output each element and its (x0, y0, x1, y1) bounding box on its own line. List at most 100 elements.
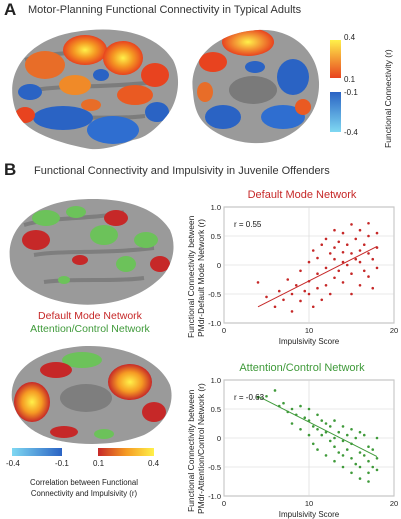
data-point (350, 471, 353, 475)
data-point (375, 231, 379, 235)
data-point (350, 252, 353, 255)
data-point (333, 246, 336, 249)
data-point (299, 299, 302, 303)
chart-dmn: 1.00.50-0.5-1.00 10 20r = 0.55Impulsivity … (208, 203, 398, 346)
data-point (341, 250, 345, 254)
data-point (286, 410, 290, 414)
data-point (341, 231, 345, 235)
y-tick-label: 0.5 (211, 405, 221, 414)
data-point (328, 252, 332, 255)
data-point (307, 279, 311, 283)
data-point (311, 305, 315, 309)
data-point (316, 448, 319, 451)
data-point (350, 223, 353, 226)
data-point (256, 281, 260, 284)
data-point (337, 240, 341, 244)
data-point (290, 407, 294, 411)
data-point (320, 419, 324, 422)
data-point (367, 221, 370, 225)
data-point (311, 442, 315, 446)
data-point (277, 404, 281, 408)
data-point (324, 237, 328, 241)
data-point (367, 252, 370, 255)
data-point (350, 442, 353, 446)
data-point (286, 278, 290, 281)
data-point (362, 243, 366, 246)
chart-acn-ylabel-line2: PMdr-Attention/Control Network (r) (196, 383, 206, 514)
data-point (320, 243, 324, 246)
data-point (375, 436, 379, 440)
data-point (375, 246, 379, 249)
colorbar-a-tick-neg0.1: -0.1 (344, 88, 358, 97)
data-point (354, 237, 358, 241)
chart-acn-ylabel-line1: Functional Connectivity between (186, 389, 196, 512)
x-tick-label: 20 (390, 326, 398, 335)
data-point (333, 436, 336, 440)
data-point (367, 445, 370, 448)
colorbar-b-tick-0.1: 0.1 (93, 459, 105, 468)
colorbar-b-tick-neg0.4: -0.4 (6, 459, 20, 468)
y-tick-label: 0.5 (211, 232, 221, 241)
data-point (333, 445, 336, 448)
data-point (320, 298, 324, 302)
x-tick-label: 10 (305, 326, 313, 335)
network-label-dmn: Default Mode Network (38, 310, 142, 322)
data-point (294, 284, 298, 287)
data-point (367, 234, 370, 238)
data-point (316, 256, 319, 260)
data-point (354, 462, 358, 466)
data-point (371, 286, 375, 290)
data-point (273, 389, 277, 392)
data-point (299, 404, 302, 408)
data-point (328, 425, 332, 428)
data-point (282, 298, 285, 302)
chart-dmn-title: Default Mode Network (247, 189, 357, 201)
data-point (316, 272, 319, 275)
data-point (265, 394, 268, 398)
y-tick-label: -0.5 (208, 290, 221, 299)
data-point (316, 428, 319, 431)
colorbar-b-label-line2: Connectivity and Impulsivity (r) (30, 489, 138, 498)
data-point (341, 260, 345, 264)
data-point (371, 465, 375, 469)
colorbar-a-tick-0.1: 0.1 (344, 75, 356, 84)
panel-a-title: Motor-Planning Functional Connectivity i… (28, 4, 302, 16)
colorbar-b-tick-neg0.1: -0.1 (55, 459, 69, 468)
colorbar-b-tick-0.4: 0.4 (148, 459, 160, 468)
data-point (345, 433, 349, 437)
colorbar-a-tick-neg0.4: -0.4 (344, 128, 358, 137)
data-point (375, 457, 379, 460)
data-point (324, 422, 328, 425)
colorbar-b-negative (12, 448, 62, 456)
x-tick-label: 10 (305, 499, 313, 508)
trend-line (257, 395, 378, 458)
data-point (307, 260, 311, 264)
data-point (367, 471, 370, 475)
data-point (290, 422, 294, 425)
data-point (350, 272, 353, 275)
colorbar-a-label: Functional Connectivity (r) (383, 49, 393, 148)
data-point (367, 459, 370, 463)
data-point (341, 454, 345, 457)
data-point (256, 396, 260, 399)
data-point (333, 257, 336, 261)
data-point (337, 269, 341, 273)
data-point (290, 292, 294, 296)
data-point (307, 292, 311, 296)
data-point (311, 249, 315, 252)
chart-dmn-ylabel-line1: Functional Connectivity between (186, 215, 196, 338)
y-tick-label: 0 (217, 261, 221, 270)
data-point (333, 459, 336, 463)
data-point (341, 439, 345, 443)
data-point (345, 263, 349, 267)
data-point (299, 269, 302, 273)
data-point (303, 416, 307, 419)
data-point (324, 454, 328, 457)
data-point (328, 439, 332, 443)
data-point (341, 281, 345, 284)
x-tick-label: 0 (222, 326, 226, 335)
colorbar-b-label-line1: Correlation between Functional (30, 478, 138, 487)
x-axis-label: Impulsivity Score (279, 337, 340, 346)
data-point (358, 465, 362, 469)
y-tick-label: -1.0 (208, 492, 221, 501)
